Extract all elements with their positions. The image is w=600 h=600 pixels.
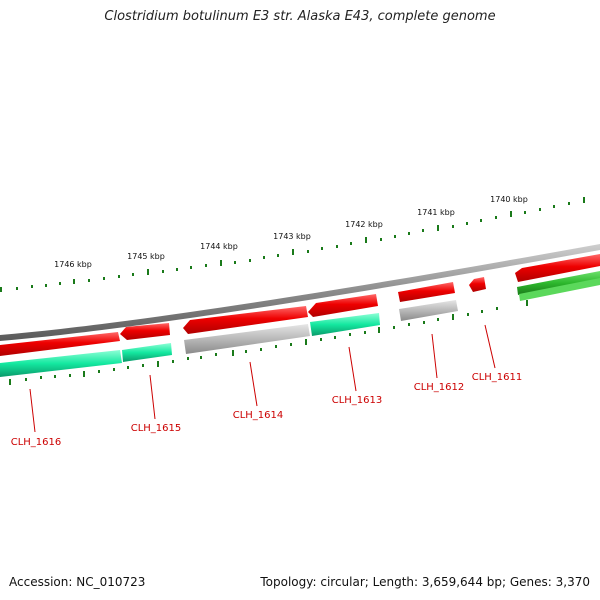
cds-forward-1616[interactable] <box>0 332 120 356</box>
gene-label-clh-1612[interactable]: CLH_1612 <box>414 382 465 393</box>
cds-reverse-next-lower[interactable] <box>519 278 600 301</box>
gene-leader-lines <box>29 324 496 433</box>
tick-label-1743: 1743 kbp <box>273 232 311 241</box>
cds-forward-1615[interactable] <box>120 323 170 340</box>
cds-reverse-1614[interactable] <box>184 324 310 354</box>
kbp-labels: 1740 kbp 1741 kbp 1742 kbp 1743 kbp 1744… <box>54 195 528 269</box>
cds-forward-1611[interactable] <box>469 277 486 292</box>
tick-label-1741: 1741 kbp <box>417 208 455 217</box>
cds-forward-1612[interactable] <box>398 282 455 302</box>
cds-reverse-1615[interactable] <box>122 343 172 362</box>
gene-label-clh-1611[interactable]: CLH_1611 <box>472 372 523 383</box>
tick-label-1745: 1745 kbp <box>127 252 165 261</box>
tick-label-1746: 1746 kbp <box>54 260 92 269</box>
cds-forward-1613[interactable] <box>308 294 378 317</box>
cds-reverse-1612[interactable] <box>399 300 458 321</box>
forward-strand-features <box>0 254 600 356</box>
gene-label-clh-1614[interactable]: CLH_1614 <box>233 410 284 421</box>
cds-reverse-1613[interactable] <box>310 313 380 336</box>
genome-summary-text: Topology: circular; Length: 3,659,644 bp… <box>260 575 590 589</box>
cds-forward-1614[interactable] <box>183 306 308 334</box>
cds-reverse-1616[interactable] <box>0 350 122 377</box>
genome-title: Clostridium botulinum E3 str. Alaska E43… <box>104 9 496 24</box>
tick-label-1740: 1740 kbp <box>490 195 528 204</box>
tick-label-1742: 1742 kbp <box>345 220 383 229</box>
cds-forward-next[interactable] <box>515 254 600 282</box>
reverse-strand-features <box>0 271 600 377</box>
accession-text: Accession: NC_010723 <box>9 575 146 589</box>
gene-label-clh-1616[interactable]: CLH_1616 <box>11 437 62 448</box>
gene-label-clh-1615[interactable]: CLH_1615 <box>131 423 182 434</box>
gene-label-clh-1613[interactable]: CLH_1613 <box>332 395 383 406</box>
gene-labels: CLH_1611 CLH_1612 CLH_1613 CLH_1614 CLH_… <box>11 372 523 448</box>
inner-tick-ring <box>9 300 528 385</box>
tick-label-1744: 1744 kbp <box>200 242 238 251</box>
cds-reverse-next-upper[interactable] <box>517 271 600 295</box>
genome-backbone <box>0 244 600 341</box>
outer-tick-ring <box>0 197 585 292</box>
